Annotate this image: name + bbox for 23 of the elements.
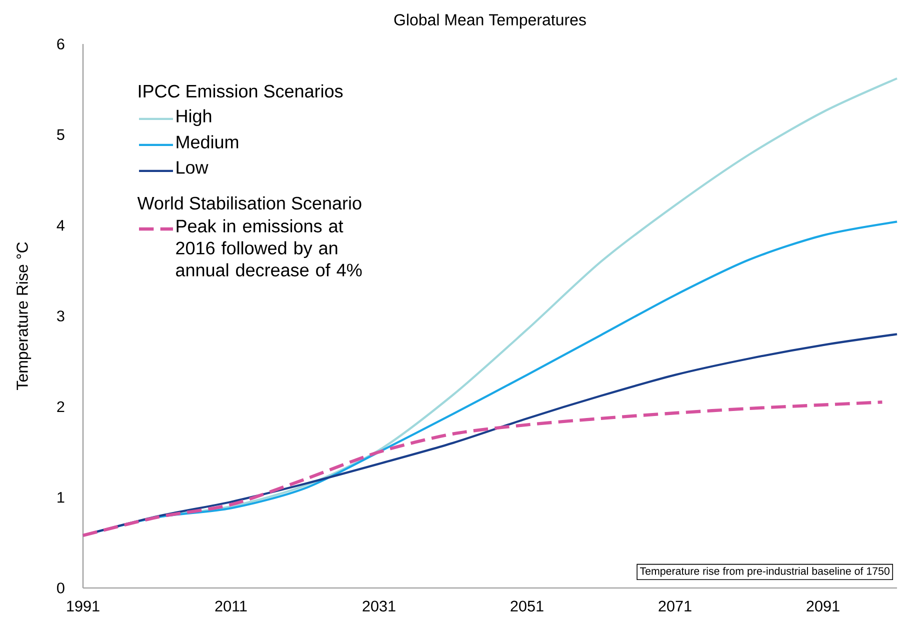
y-tick-label: 0 (57, 582, 64, 594)
y-tick-label: 3 (57, 310, 64, 322)
legend-label: Medium (176, 135, 238, 148)
y-axis-title: Temperature Rise °C (16, 242, 32, 390)
legend-label: High (176, 109, 212, 126)
annotation: World Stabilisation Scenario (137, 196, 362, 210)
x-tick-label: 2031 (362, 600, 396, 612)
y-tick-label: 4 (56, 220, 64, 231)
annotation: Temperature rise from pre-industrial baseline of 1750 (640, 566, 890, 577)
y-tick-label: 5 (57, 129, 64, 140)
chart-title: Global Mean Temperatures (394, 14, 586, 29)
x-tick-label: 2091 (806, 600, 840, 612)
y-tick-label: 2 (57, 401, 64, 412)
x-tick-label: 2051 (510, 600, 544, 612)
y-tick-label: 1 (58, 492, 64, 503)
line-series (81, 400, 884, 538)
x-tick-label: 1991 (67, 600, 100, 612)
x-tick-label: 2071 (658, 600, 692, 612)
legend-label: Low (176, 161, 208, 174)
legend-title: IPCC Emission Scenarios (138, 84, 343, 98)
x-tick-label: 2011 (215, 600, 247, 612)
legend-label: Peak in emissions at 2016 followed by an annual decrease of 4% (176, 219, 362, 276)
y-tick-label: 6 (57, 38, 64, 50)
